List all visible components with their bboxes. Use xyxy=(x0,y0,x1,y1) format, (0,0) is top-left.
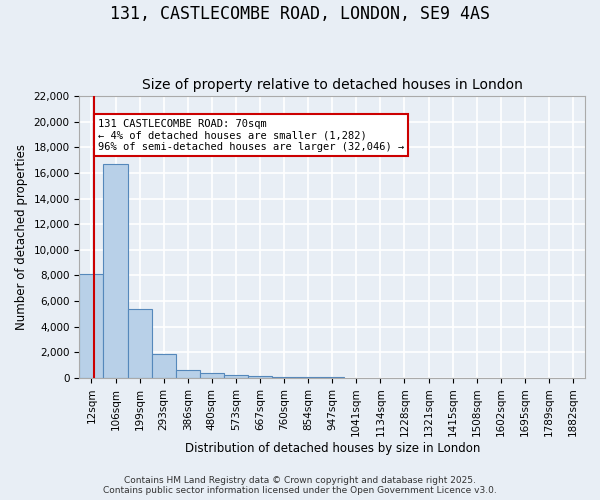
Bar xyxy=(248,376,272,378)
Bar xyxy=(128,308,152,378)
Bar xyxy=(79,274,103,378)
Bar xyxy=(152,354,176,378)
Title: Size of property relative to detached houses in London: Size of property relative to detached ho… xyxy=(142,78,523,92)
Text: 131, CASTLECOMBE ROAD, LONDON, SE9 4AS: 131, CASTLECOMBE ROAD, LONDON, SE9 4AS xyxy=(110,5,490,23)
Bar xyxy=(224,376,248,378)
Bar xyxy=(200,374,224,378)
Y-axis label: Number of detached properties: Number of detached properties xyxy=(15,144,28,330)
Text: Contains HM Land Registry data © Crown copyright and database right 2025.
Contai: Contains HM Land Registry data © Crown c… xyxy=(103,476,497,495)
Bar xyxy=(272,377,296,378)
Bar xyxy=(103,164,128,378)
Text: 131 CASTLECOMBE ROAD: 70sqm
← 4% of detached houses are smaller (1,282)
96% of s: 131 CASTLECOMBE ROAD: 70sqm ← 4% of deta… xyxy=(98,118,404,152)
Bar xyxy=(176,370,200,378)
Bar xyxy=(296,377,320,378)
X-axis label: Distribution of detached houses by size in London: Distribution of detached houses by size … xyxy=(185,442,480,455)
